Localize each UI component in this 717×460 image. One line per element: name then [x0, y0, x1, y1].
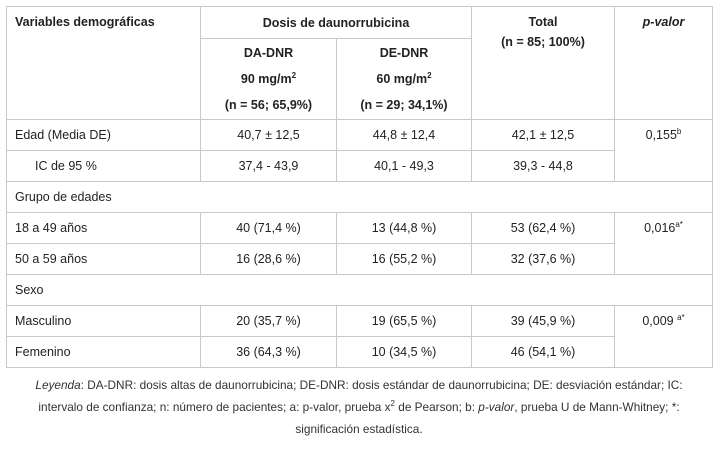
cell-sexo-p: 0,009 a* [614, 305, 713, 368]
table-row: Sexo [6, 274, 713, 306]
row-label-grupo: Grupo de edades [6, 181, 713, 213]
cell-ic-da: 37,4 - 43,9 [200, 150, 337, 182]
cell-g2-da: 16 (28,6 %) [200, 243, 337, 275]
cell-g1-da: 40 (71,4 %) [200, 212, 337, 244]
cell-fem-de: 10 (34,5 %) [336, 336, 472, 368]
cell-masc-de: 19 (65,5 %) [336, 305, 472, 337]
row-label-g2: 50 a 59 años [6, 243, 201, 275]
cell-fem-total: 46 (54,1 %) [471, 336, 615, 368]
caption-part1: : DA-DNR: dosis altas de daunorrubicina;… [38, 378, 683, 414]
header-da-dnr: DA-DNR 90 mg/m2 (n = 56; 65,9%) [200, 38, 337, 120]
row-label-edad: Edad (Media DE) [6, 119, 201, 151]
header-de-dnr: DE-DNR 60 mg/m2 (n = 29; 34,1%) [336, 38, 472, 120]
de-name: DE-DNR [379, 46, 429, 60]
cell-g1-de: 13 (44,8 %) [336, 212, 472, 244]
header-dosis: Dosis de daunorrubicina [200, 6, 472, 39]
header-total-n: (n = 85; 100%) [501, 35, 585, 49]
table-row: Masculino 20 (35,7 %) 19 (65,5 %) 39 (45… [6, 305, 713, 368]
da-dose: 90 mg/m2 [240, 70, 297, 86]
caption-pvalor: p-valor [478, 400, 515, 414]
cell-edad-p: 0,155b [614, 119, 713, 182]
da-name: DA-DNR [243, 46, 294, 60]
cell-masc-total: 39 (45,9 %) [471, 305, 615, 337]
table-row: IC de 95 % 37,4 - 43,9 40,1 - 49,3 39,3 … [6, 150, 713, 182]
header-total-label: Total [528, 15, 558, 29]
demographics-table: Variables demográficas Dosis de daunorru… [6, 6, 713, 368]
table-caption: Leyenda: DA-DNR: dosis altas de daunorru… [28, 374, 690, 440]
caption-part3: , prueba U de Mann-Whitney; *: significa… [295, 400, 680, 436]
header-pvalor: p-valor [614, 6, 713, 120]
row-label-fem: Femenino [6, 336, 201, 368]
header-variables: Variables demográficas [6, 6, 201, 120]
cell-edad-da: 40,7 ± 12,5 [200, 119, 337, 151]
caption-x2-exponent: 2 [390, 399, 395, 409]
row-label-masc: Masculino [6, 305, 201, 337]
caption-part2: de Pearson; b: [395, 400, 479, 414]
table-row: Femenino 36 (64,3 %) 10 (34,5 %) 46 (54,… [6, 336, 713, 368]
row-label-g1: 18 a 49 años [6, 212, 201, 244]
cell-ic-de: 40,1 - 49,3 [336, 150, 472, 182]
da-n: (n = 56; 65,9%) [224, 98, 313, 112]
cell-g2-total: 32 (37,6 %) [471, 243, 615, 275]
header-total: Total (n = 85; 100%) [471, 6, 615, 120]
table-row: 18 a 49 años 40 (71,4 %) 13 (44,8 %) 53 … [6, 212, 713, 275]
cell-fem-da: 36 (64,3 %) [200, 336, 337, 368]
de-n: (n = 29; 34,1%) [360, 98, 448, 112]
table-row: Edad (Media DE) 40,7 ± 12,5 44,8 ± 12,4 … [6, 119, 713, 182]
cell-g1-total: 53 (62,4 %) [471, 212, 615, 244]
cell-edad-de: 44,8 ± 12,4 [336, 119, 472, 151]
cell-g-p: 0,016a* [614, 212, 713, 275]
cell-ic-total: 39,3 - 44,8 [471, 150, 615, 182]
cell-edad-total: 42,1 ± 12,5 [471, 119, 615, 151]
row-label-sexo: Sexo [6, 274, 713, 306]
table-row: 50 a 59 años 16 (28,6 %) 16 (55,2 %) 32 … [6, 243, 713, 275]
cell-g2-de: 16 (55,2 %) [336, 243, 472, 275]
cell-masc-da: 20 (35,7 %) [200, 305, 337, 337]
de-dose: 60 mg/m2 [376, 70, 432, 86]
caption-leyenda: Leyenda [35, 378, 81, 392]
table-row: Grupo de edades [6, 181, 713, 213]
row-label-ic: IC de 95 % [6, 150, 201, 182]
